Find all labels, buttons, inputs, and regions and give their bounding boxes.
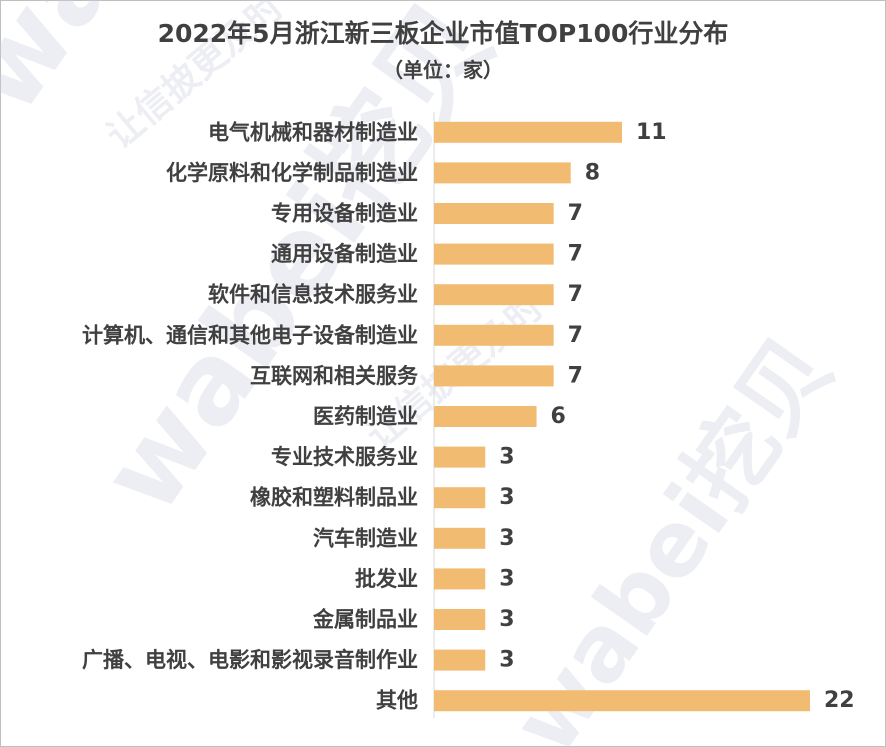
bar [434,365,554,387]
category-label: 计算机、通信和其他电子设备制造业 [82,323,418,347]
bar [434,121,622,143]
bar [434,324,554,346]
category-label: 其他 [376,689,418,713]
category-label: 金属制品业 [312,608,418,632]
data-label: 7 [568,282,583,307]
bar [434,203,554,224]
bar [434,162,571,184]
bar [434,690,810,712]
category-label: 广播、电视、电影和影视录音制作业 [82,648,418,672]
bar [434,487,486,509]
category-label: 医药制造业 [313,405,418,429]
data-label: 3 [499,445,514,470]
bar [434,446,486,468]
category-label: 专用设备制造业 [271,202,418,226]
category-label: 化学原料和化学制品制造业 [166,161,418,185]
data-label: 8 [585,160,600,185]
data-label: 6 [551,404,566,429]
category-label: 批发业 [355,567,418,591]
bar [434,609,486,630]
category-label: 专业技术服务业 [271,445,418,469]
data-label: 7 [568,323,583,348]
category-label: 互联网和相关服务 [250,364,419,388]
category-label: 软件和信息技术服务业 [208,283,418,307]
data-label: 3 [499,648,514,673]
data-label: 3 [499,607,514,632]
bar [434,406,537,427]
category-label: 橡胶和塑料制品业 [250,486,418,510]
chart-title: 2022年5月浙江新三板企业市值TOP100行业分布 [157,19,729,48]
data-label: 7 [568,363,583,388]
data-label: 22 [824,688,855,713]
bar [434,568,486,590]
bar [434,243,554,265]
bar [434,649,486,671]
data-label: 3 [499,526,514,551]
category-label: 电气机械和器材制造业 [208,120,418,144]
data-label: 7 [568,242,583,267]
bar [434,284,554,306]
data-label: 7 [568,201,583,226]
data-label: 11 [636,120,667,145]
category-label: 通用设备制造业 [271,242,418,266]
data-label: 3 [499,485,514,510]
category-label: 汽车制造业 [313,526,418,550]
data-label: 3 [499,566,514,591]
bar [434,527,486,549]
chart-subtitle: （单位：家） [383,58,503,82]
